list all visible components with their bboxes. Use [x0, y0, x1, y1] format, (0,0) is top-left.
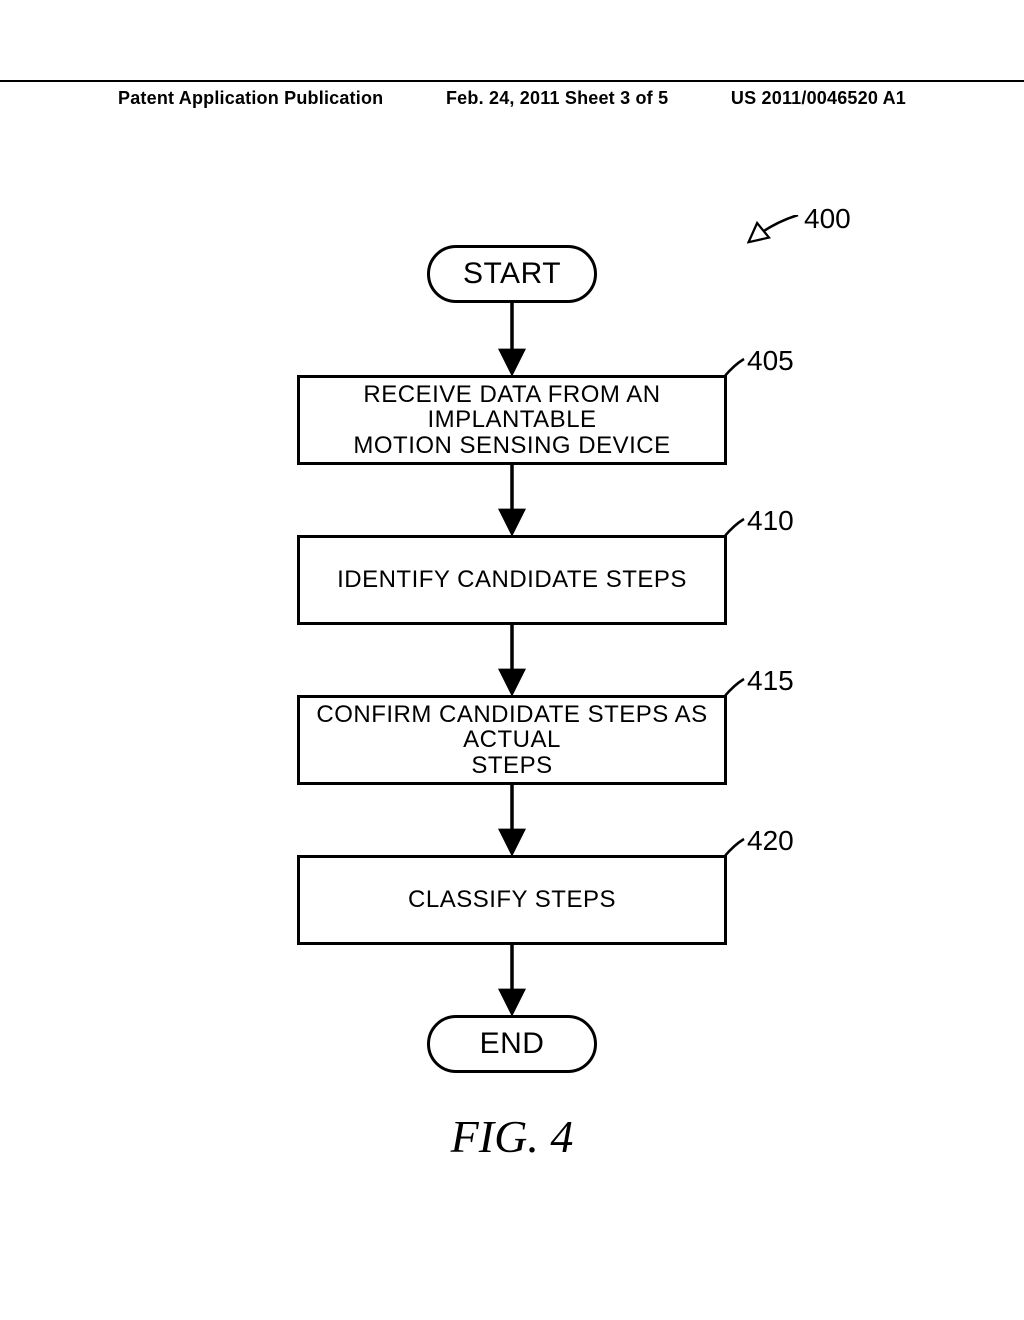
ref-label-400: 400 — [804, 205, 851, 233]
header-row: Patent Application Publication Feb. 24, … — [0, 88, 1024, 109]
page-header: Patent Application Publication Feb. 24, … — [0, 80, 1024, 109]
node-415: CONFIRM CANDIDATE STEPS AS ACTUAL STEPS — [297, 695, 727, 785]
ref-label-420: 420 — [747, 827, 794, 855]
header-mid: Feb. 24, 2011 Sheet 3 of 5 — [446, 88, 668, 109]
leader-405 — [724, 359, 744, 377]
node-420-label: CLASSIFY STEPS — [408, 887, 616, 912]
header-left: Patent Application Publication — [0, 88, 383, 109]
node-start-label: START — [463, 258, 561, 290]
leader-400 — [750, 215, 798, 241]
ref-label-410: 410 — [747, 507, 794, 535]
node-start: START — [427, 245, 597, 303]
node-410-label: IDENTIFY CANDIDATE STEPS — [337, 567, 687, 592]
node-end: END — [427, 1015, 597, 1073]
leader-420 — [724, 839, 744, 857]
node-405-label: RECEIVE DATA FROM AN IMPLANTABLE MOTION … — [310, 382, 714, 458]
page: Patent Application Publication Feb. 24, … — [0, 0, 1024, 1320]
leader-415 — [724, 679, 744, 697]
ref-label-415: 415 — [747, 667, 794, 695]
node-420: CLASSIFY STEPS — [297, 855, 727, 945]
ref-label-405: 405 — [747, 347, 794, 375]
node-end-label: END — [480, 1028, 545, 1060]
figure-caption: FIG. 4 — [451, 1110, 574, 1163]
flowchart: 400 START RECEIVE DATA FROM AN IMPLANTAB… — [132, 215, 892, 1115]
node-405: RECEIVE DATA FROM AN IMPLANTABLE MOTION … — [297, 375, 727, 465]
leader-410 — [724, 519, 744, 537]
node-415-label: CONFIRM CANDIDATE STEPS AS ACTUAL STEPS — [310, 702, 714, 778]
header-right: US 2011/0046520 A1 — [731, 88, 1024, 109]
node-410: IDENTIFY CANDIDATE STEPS — [297, 535, 727, 625]
